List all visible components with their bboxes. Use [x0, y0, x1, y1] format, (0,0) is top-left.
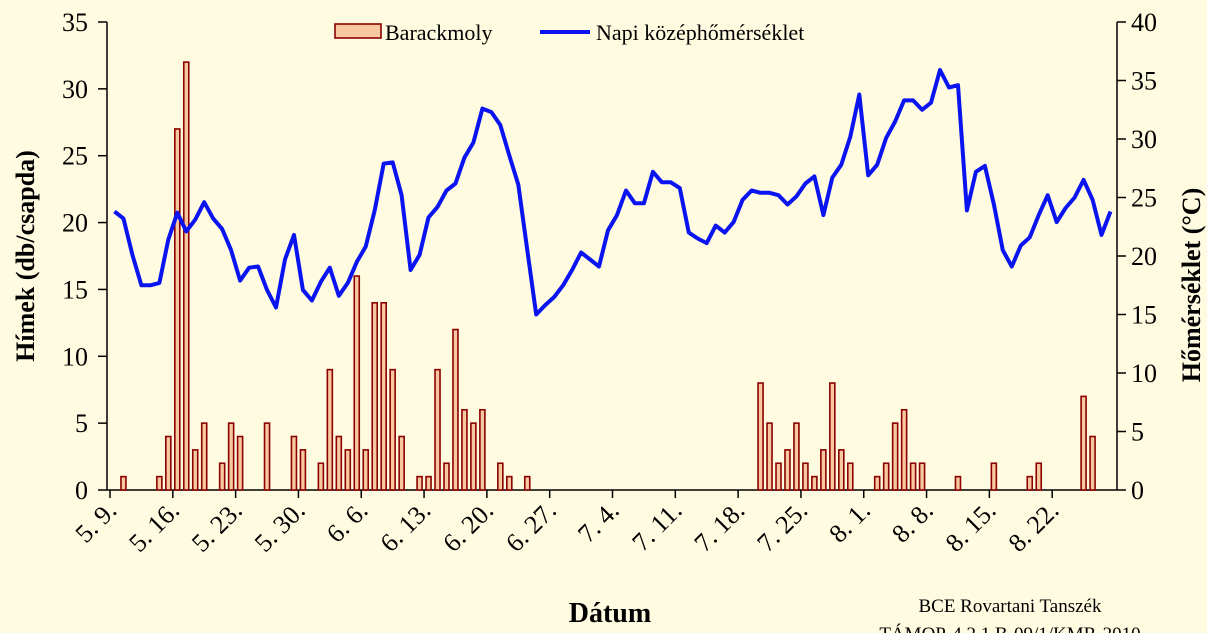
y-tick-label: 0: [75, 476, 88, 505]
y2-tick-label: 5: [1131, 418, 1144, 447]
bar: [766, 422, 773, 491]
bar: [371, 301, 379, 491]
x-tick-label: 6. 6.: [321, 496, 374, 549]
bar: [829, 382, 836, 491]
bar: [918, 462, 926, 491]
y2-tick-label: 25: [1131, 184, 1157, 213]
bar: [461, 408, 468, 491]
bar: [165, 435, 172, 491]
x-tick-label: 8. 1.: [823, 496, 876, 549]
bar: [846, 462, 854, 491]
x-tick-label: 6. 13.: [374, 496, 436, 558]
y2-tick-label: 15: [1131, 301, 1157, 330]
y2-tick-label: 30: [1131, 125, 1157, 154]
bar: [156, 475, 163, 491]
bar: [416, 475, 423, 491]
bar: [353, 275, 361, 491]
bar: [452, 328, 459, 491]
y2-axis-label: Hőmérséklet (°C): [1177, 188, 1206, 383]
bar: [793, 422, 800, 491]
x-tick-label: 5. 16.: [123, 496, 185, 558]
bar: [954, 475, 962, 491]
bar: [218, 462, 226, 491]
bar: [1080, 395, 1087, 491]
bar: [1026, 475, 1034, 491]
bar: [1089, 435, 1096, 491]
bar: [784, 449, 791, 491]
y-tick-label: 35: [62, 8, 88, 37]
legend-swatch: [334, 23, 382, 39]
bar: [838, 449, 845, 491]
bar: [990, 462, 998, 491]
bar: [120, 475, 127, 491]
y2-tick-label: 0: [1131, 476, 1144, 505]
x-tick-label: 7. 4.: [572, 496, 625, 549]
x-tick-label: 5. 23.: [186, 496, 248, 558]
x-tick-label: 6. 27.: [500, 496, 562, 558]
legend-label: Barackmoly: [385, 20, 493, 45]
bar: [820, 449, 827, 491]
bar: [909, 462, 917, 491]
bar: [443, 462, 450, 491]
y-tick-label: 10: [62, 342, 88, 371]
y2-tick-label: 40: [1131, 8, 1157, 37]
bar: [497, 462, 504, 491]
bar: [802, 462, 809, 491]
x-tick-label: 8. 8.: [886, 496, 939, 549]
y-tick-label: 30: [62, 75, 88, 104]
x-axis-label: Dátum: [569, 598, 651, 629]
footer-line: BCE Rovartani Tanszék: [918, 596, 1102, 617]
bar: [757, 382, 764, 491]
bar: [398, 435, 405, 491]
bar: [290, 435, 298, 491]
bar: [173, 128, 181, 491]
x-tick-label: 7. 18.: [688, 496, 750, 558]
bar: [775, 462, 782, 491]
bar: [479, 408, 486, 491]
y-tick-label: 5: [75, 409, 88, 438]
y-tick-label: 15: [62, 275, 88, 304]
bar: [317, 462, 325, 491]
footer-line: TÁMOP-4.2.1.B-09/1/KMR-2010: [879, 623, 1140, 633]
bar: [891, 422, 899, 491]
x-tick-label: 5. 30.: [249, 496, 311, 558]
bar: [811, 475, 818, 491]
bar: [873, 475, 881, 491]
bar: [1035, 462, 1043, 491]
bar: [227, 422, 235, 491]
bar: [299, 449, 307, 491]
bar: [326, 368, 334, 491]
bar: [523, 475, 531, 491]
line: [113, 68, 1113, 317]
y-tick-label: 20: [62, 209, 88, 238]
bar: [882, 462, 890, 491]
x-tick-label: 7. 11.: [626, 496, 687, 557]
x-tick-label: 8. 22.: [1003, 496, 1065, 558]
bar: [236, 435, 244, 491]
bar: [200, 422, 208, 491]
bar: [263, 422, 271, 491]
bar: [470, 422, 477, 491]
bar: [182, 61, 190, 491]
bar: [335, 435, 343, 491]
bar: [380, 301, 387, 491]
bar: [389, 368, 396, 491]
bar: [425, 475, 432, 491]
y2-tick-label: 20: [1131, 242, 1157, 271]
bar: [362, 449, 370, 491]
x-tick-label: 8. 15.: [940, 496, 1002, 558]
bar: [434, 368, 441, 491]
y-axis-label: Hímek (db/csapda): [11, 150, 40, 362]
x-tick-label: 7. 25.: [751, 496, 813, 558]
bar: [506, 475, 513, 491]
bar: [191, 449, 199, 491]
y2-tick-label: 10: [1131, 359, 1157, 388]
y-tick-label: 25: [62, 142, 88, 171]
y2-tick-label: 35: [1131, 67, 1157, 96]
bar: [344, 449, 352, 491]
x-tick-label: 6. 20.: [437, 496, 499, 558]
bar: [900, 408, 908, 491]
legend-label: Napi középhőmérséklet: [596, 20, 804, 45]
